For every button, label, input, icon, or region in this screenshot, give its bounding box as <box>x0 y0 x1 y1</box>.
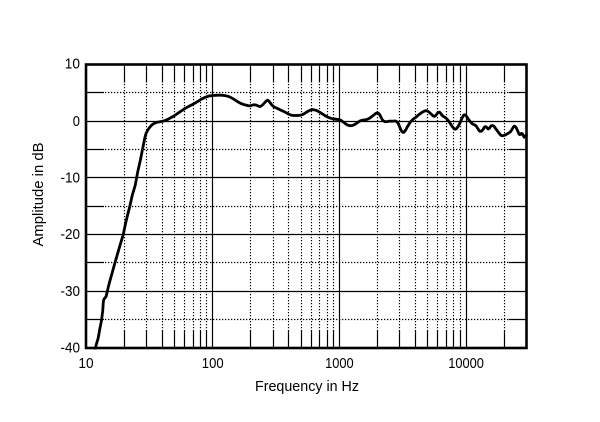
svg-text:Frequency in Hz: Frequency in Hz <box>255 378 359 395</box>
svg-text:10: 10 <box>78 355 93 372</box>
svg-text:-20: -20 <box>61 226 81 243</box>
svg-text:-10: -10 <box>61 170 81 187</box>
svg-text:10: 10 <box>65 55 80 72</box>
svg-text:-40: -40 <box>61 340 81 357</box>
svg-text:1000: 1000 <box>325 355 354 372</box>
svg-text:Amplitude in dB: Amplitude in dB <box>30 143 47 247</box>
svg-text:-30: -30 <box>61 283 81 300</box>
svg-text:100: 100 <box>202 355 224 372</box>
svg-text:0: 0 <box>73 113 80 130</box>
svg-text:10000: 10000 <box>448 355 484 372</box>
